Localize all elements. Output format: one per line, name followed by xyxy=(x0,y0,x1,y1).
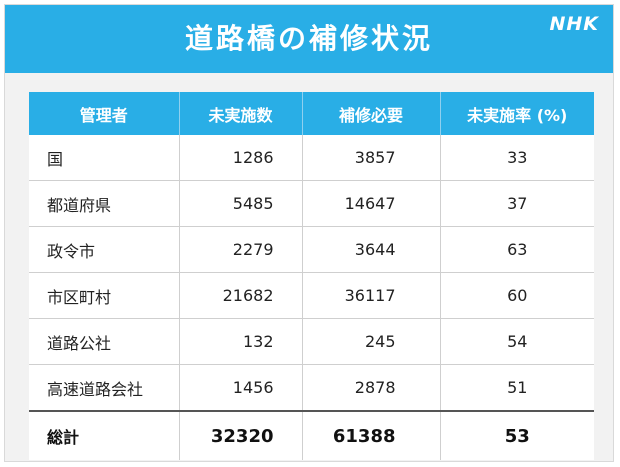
header-rate: 未実施率 (%) xyxy=(439,92,594,135)
cell-unimplemented: 1456 xyxy=(178,364,302,411)
table-header-row: 管理者 未実施数 補修必要 未実施率 (%) xyxy=(29,92,594,135)
total-rate: 53 xyxy=(439,410,594,460)
cell-unimplemented: 2279 xyxy=(178,226,302,273)
cell-repair-needed: 14647 xyxy=(301,180,440,227)
cell-unimplemented: 5485 xyxy=(178,180,302,227)
cell-rate: 63 xyxy=(439,226,594,273)
cell-repair-needed: 245 xyxy=(301,318,440,365)
cell-repair-needed: 3857 xyxy=(301,135,440,181)
cell-rate: 60 xyxy=(439,272,594,319)
chart-title: 道路橋の補修状況 xyxy=(184,22,433,55)
table-row: 市区町村 21682 36117 60 xyxy=(29,272,594,319)
repair-status-table: 管理者 未実施数 補修必要 未実施率 (%) 国 1286 3857 33 都道… xyxy=(29,92,594,460)
cell-manager: 国 xyxy=(29,135,179,181)
header-repair-needed: 補修必要 xyxy=(301,92,440,135)
cell-unimplemented: 132 xyxy=(178,318,302,365)
total-row: 総計 32320 61388 53 xyxy=(29,410,594,460)
cell-rate: 37 xyxy=(439,180,594,227)
cell-manager: 政令市 xyxy=(29,226,179,273)
total-label: 総計 xyxy=(29,410,179,460)
cell-unimplemented: 21682 xyxy=(178,272,302,319)
header-manager: 管理者 xyxy=(29,92,179,135)
table-row: 政令市 2279 3644 63 xyxy=(29,226,594,273)
nhk-logo: NHK xyxy=(549,13,599,35)
cell-repair-needed: 3644 xyxy=(301,226,440,273)
header-unimplemented: 未実施数 xyxy=(178,92,302,135)
cell-repair-needed: 36117 xyxy=(301,272,440,319)
cell-manager: 市区町村 xyxy=(29,272,179,319)
cell-manager: 道路公社 xyxy=(29,318,179,365)
cell-manager: 都道府県 xyxy=(29,180,179,227)
cell-rate: 33 xyxy=(439,135,594,181)
table-row: 国 1286 3857 33 xyxy=(29,135,594,181)
total-repair-needed: 61388 xyxy=(301,410,440,460)
cell-rate: 54 xyxy=(439,318,594,365)
table-row: 道路公社 132 245 54 xyxy=(29,318,594,365)
table-row: 高速道路会社 1456 2878 51 xyxy=(29,364,594,411)
cell-rate: 51 xyxy=(439,364,594,411)
cell-repair-needed: 2878 xyxy=(301,364,440,411)
total-unimplemented: 32320 xyxy=(178,410,302,460)
table-row: 都道府県 5485 14647 37 xyxy=(29,180,594,227)
cell-manager: 高速道路会社 xyxy=(29,364,179,411)
cell-unimplemented: 1286 xyxy=(178,135,302,181)
title-banner: 道路橋の補修状況 NHK xyxy=(5,5,613,73)
